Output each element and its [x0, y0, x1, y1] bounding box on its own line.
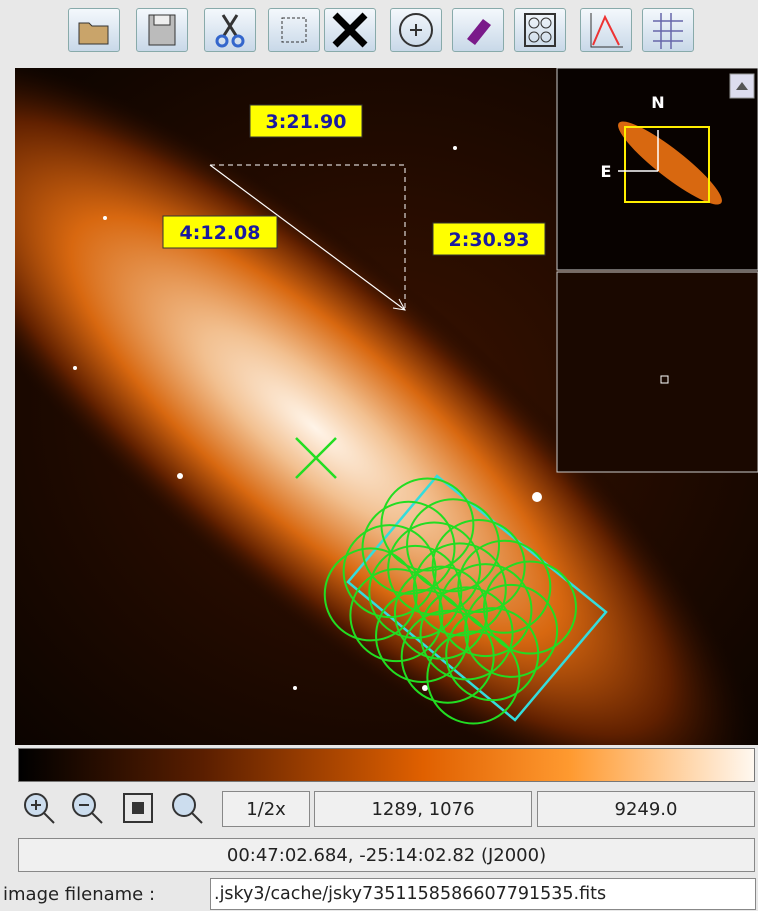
profile-button[interactable]: [580, 8, 632, 52]
footprint-circle: [387, 521, 482, 616]
compass: [618, 130, 659, 172]
filename-label: image filename :: [3, 883, 156, 905]
footprint-circle: [393, 565, 488, 660]
colorbar: [18, 748, 755, 782]
footprint-circle: [342, 524, 437, 619]
region-button[interactable]: [452, 8, 504, 52]
toolbar: [0, 0, 758, 62]
delete-button[interactable]: [324, 8, 376, 52]
select-button[interactable]: [268, 8, 320, 52]
measure-label: 4:12.08: [180, 222, 261, 244]
footprint-circle: [445, 607, 540, 702]
footprint-circle: [406, 498, 501, 593]
zoom-field: 1/2x: [222, 791, 310, 827]
zoom-fit[interactable]: [123, 793, 153, 823]
panner-galaxy: [618, 121, 722, 205]
cut-button[interactable]: [204, 8, 256, 52]
footprint-circle: [361, 500, 456, 595]
footprint-circle: [438, 563, 533, 658]
open-button[interactable]: [68, 8, 120, 52]
grid-button[interactable]: [514, 8, 566, 52]
footprint-circle: [457, 539, 552, 634]
zoom-tools: [24, 793, 203, 824]
magnifier: [556, 271, 758, 473]
magnifier-cursor: [660, 375, 669, 384]
footprint-circle: [380, 477, 475, 572]
compass-east: E: [601, 162, 612, 181]
filename-field[interactable]: .jsky3/cache/jsky7351158586607791535.fit…: [210, 878, 756, 910]
stars: [73, 146, 542, 691]
scroll-arrow: [736, 82, 748, 90]
value-field: 9249.0: [537, 791, 755, 827]
measure-label: 3:21.90: [266, 111, 347, 133]
center-marker: [295, 437, 337, 479]
wcs-grid-button[interactable]: [642, 8, 694, 52]
save-button[interactable]: [136, 8, 188, 52]
footprint-circle: [482, 560, 577, 655]
footprint-circle: [426, 630, 521, 725]
footprint-circle: [412, 542, 507, 637]
compass-north: N: [651, 93, 664, 112]
footprint-circle: [419, 586, 514, 681]
pixel-field: 1289, 1076: [314, 791, 532, 827]
measure-label-box: [432, 222, 546, 256]
footprint-circle: [464, 583, 559, 678]
footprint-circle: [400, 609, 495, 704]
circle-button[interactable]: [390, 8, 442, 52]
footprint-circle: [323, 547, 418, 642]
world-coords: 00:47:02.684, -25:14:02.82 (J2000): [18, 838, 755, 872]
measure-label-box: [249, 104, 363, 138]
footprint-circle: [375, 588, 470, 683]
measure-label: 2:30.93: [449, 229, 530, 251]
zoom-actual[interactable]: [172, 793, 196, 817]
image-view[interactable]: 3:21.90 4:12.08 2:30.93 N E: [15, 68, 758, 745]
measure-dashed: [210, 164, 406, 310]
footprint-circle: [368, 544, 463, 639]
footprint-circle: [431, 519, 526, 614]
panner-viewport: [624, 126, 710, 203]
measure-line: [209, 164, 406, 311]
measure-label-box: [162, 215, 278, 249]
measure-arrow: [392, 298, 406, 311]
footprint-circle: [349, 568, 444, 663]
footprint-circles: [323, 477, 577, 725]
